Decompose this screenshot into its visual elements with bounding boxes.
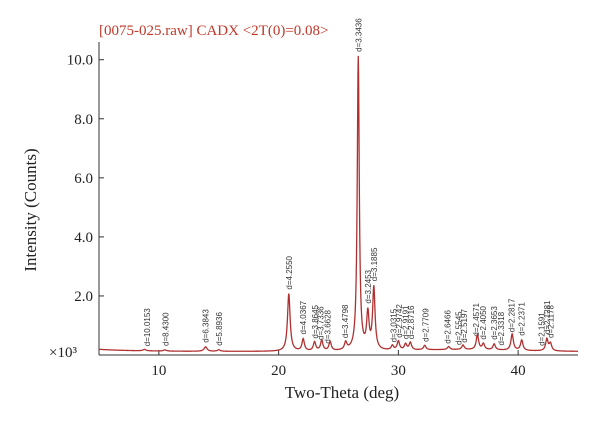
- peak-d-spacing-label: d=4.0367: [299, 300, 308, 334]
- peak-d-spacing-label: d=2.2817: [508, 298, 517, 332]
- y-tick-label: 4.0: [74, 230, 93, 246]
- peak-d-spacing-label: d=2.4571: [472, 302, 481, 336]
- peak-d-spacing-label: d=2.4050: [479, 305, 488, 339]
- peak-d-spacing-label: d=3.0315: [390, 308, 399, 342]
- y-multiplier-label: ×10³: [49, 345, 77, 361]
- peak-d-spacing-label: d=2.5197: [460, 309, 469, 343]
- y-tick-label: 8.0: [74, 112, 93, 128]
- y-tick-label: 10.0: [67, 53, 93, 69]
- peak-d-spacing-label: d=2.2371: [518, 302, 527, 336]
- x-tick-label: 10: [151, 363, 166, 379]
- peak-d-spacing-label: d=2.9742: [395, 304, 404, 338]
- peak-d-spacing-label: d=3.4798: [341, 304, 350, 338]
- peak-d-spacing-label: d=4.2550: [285, 255, 294, 289]
- y-axis-label: Intensity (Counts): [21, 148, 40, 271]
- chart-title: [0075-025.raw] CADX <2T(0)=0.08>: [99, 23, 329, 39]
- diffraction-pattern-line: [98, 55, 578, 352]
- peak-d-spacing-label: d=2.3653: [490, 306, 499, 340]
- y-tick-label: 6.0: [74, 171, 93, 187]
- peak-d-spacing-label: d=2.6466: [444, 310, 453, 344]
- peak-d-spacing-label: d=3.2453: [364, 269, 373, 303]
- peak-d-spacing-label: d=3.1885: [370, 247, 379, 281]
- x-axis-label: Two-Theta (deg): [285, 383, 399, 402]
- x-tick-label: 20: [271, 363, 286, 379]
- peak-d-spacing-label: d=2.7709: [421, 308, 430, 342]
- peak-d-spacing-label: d=2.3318: [497, 311, 506, 345]
- peak-d-spacing-label: d=2.1591: [538, 312, 547, 346]
- x-tick-label: 40: [511, 363, 526, 379]
- plot-frame: [98, 42, 578, 356]
- peak-d-spacing-label: d=3.6628: [324, 309, 333, 343]
- peak-d-spacing-label: d=2.9191: [402, 305, 411, 339]
- peak-d-spacing-label: d=10.0153: [143, 308, 152, 347]
- peak-d-spacing-label: d=2.5545: [454, 311, 463, 345]
- peak-d-spacing-label: d=3.8645: [311, 304, 320, 338]
- peak-d-spacing-label: d=6.3843: [202, 309, 211, 343]
- y-axis-ticks: 2.0 4.0 6.0 8.0 10.0: [67, 53, 104, 305]
- y-tick-label: 2.0: [74, 289, 93, 305]
- x-tick-label: 30: [391, 363, 406, 379]
- peak-labels: d=10.0153 d=8.4300 d=6.3843 d=5.8936 d=4.255…: [143, 18, 556, 347]
- x-axis-ticks: 10 20 30 40: [151, 350, 526, 379]
- peak-d-spacing-label: d=2.1281: [543, 300, 552, 334]
- peak-d-spacing-label: d=8.4300: [162, 312, 171, 346]
- peak-d-spacing-label: d=3.7336: [317, 306, 326, 340]
- peak-d-spacing-label: d=2.1178: [547, 304, 556, 338]
- peak-d-spacing-label: d=3.3436: [354, 18, 363, 52]
- peak-d-spacing-label: d=2.8716: [407, 305, 416, 339]
- peak-d-spacing-label: d=5.8936: [215, 312, 224, 346]
